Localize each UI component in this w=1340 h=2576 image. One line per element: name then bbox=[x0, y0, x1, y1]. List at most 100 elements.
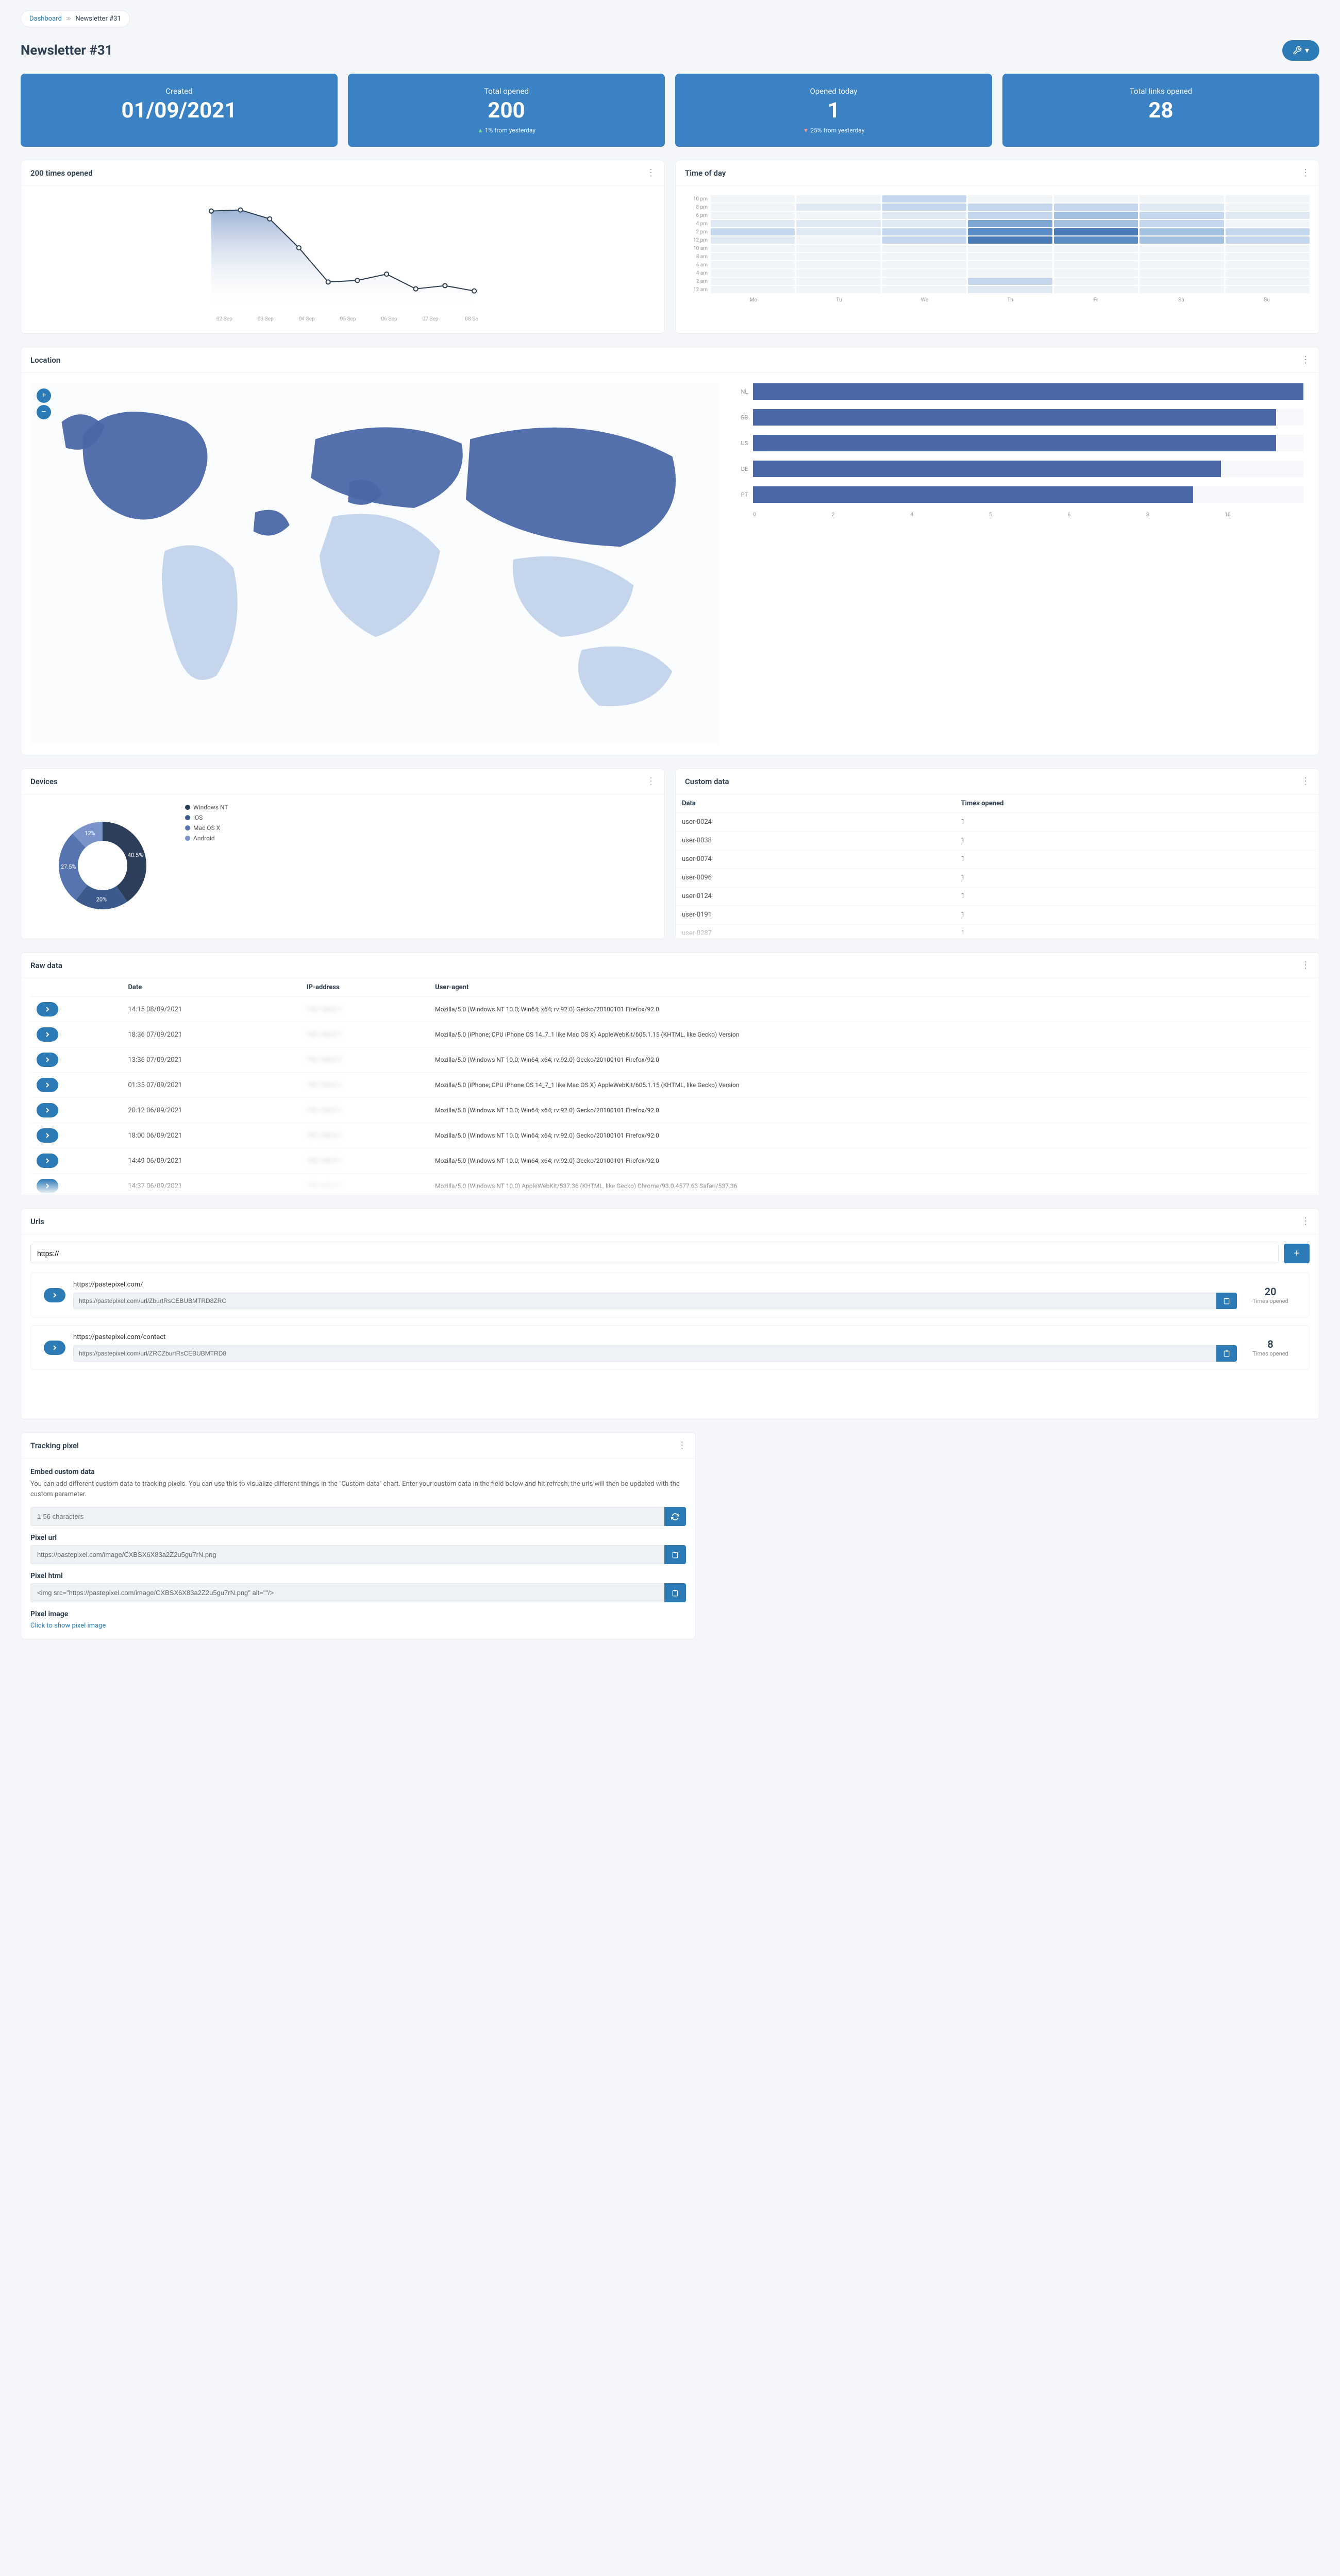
column-header: User-agent bbox=[429, 978, 1310, 997]
map-zoom-in-button[interactable]: + bbox=[37, 388, 51, 403]
heatmap-cell bbox=[1140, 195, 1224, 202]
country-code: US bbox=[735, 440, 753, 447]
heatmap-cell bbox=[1226, 245, 1310, 252]
heatmap-hour-label: 6 am bbox=[685, 262, 711, 268]
heatmap-cell bbox=[882, 278, 966, 285]
pixel-url-field[interactable] bbox=[30, 1545, 664, 1564]
svg-text:02 Sep: 02 Sep bbox=[216, 316, 232, 322]
expand-row-button[interactable] bbox=[37, 1078, 58, 1092]
heatmap-cell bbox=[968, 220, 1052, 227]
expand-row-button[interactable] bbox=[37, 1128, 58, 1143]
heatmap-cell bbox=[796, 286, 880, 293]
heatmap-hour-label: 10 pm bbox=[685, 196, 711, 202]
panel-menu-icon[interactable]: ⋮ bbox=[1301, 167, 1310, 178]
heatmap-cell bbox=[882, 245, 966, 252]
heatmap-cell bbox=[968, 195, 1052, 202]
expand-row-button[interactable] bbox=[37, 1027, 58, 1042]
copy-pixel-url-button[interactable] bbox=[664, 1545, 686, 1564]
breadcrumb-current: Newsletter #31 bbox=[75, 15, 121, 23]
heatmap-cell bbox=[711, 286, 795, 293]
expand-row-button[interactable] bbox=[37, 1154, 58, 1168]
table-row: user-01911 bbox=[676, 906, 1319, 924]
panel-menu-icon[interactable]: ⋮ bbox=[1301, 776, 1310, 787]
table-row: 14:15 08/09/2021192.168.0.1Mozilla/5.0 (… bbox=[30, 997, 1310, 1022]
heatmap-cell bbox=[882, 228, 966, 235]
axis-tick: 2 bbox=[832, 512, 911, 518]
stat-card: Opened today125% from yesterday bbox=[675, 74, 992, 147]
heatmap-cell bbox=[1226, 278, 1310, 285]
stat-value: 1 bbox=[685, 100, 982, 122]
table-row: user-00741 bbox=[676, 850, 1319, 869]
panel-menu-icon[interactable]: ⋮ bbox=[677, 1440, 686, 1451]
copy-pixel-html-button[interactable] bbox=[664, 1583, 686, 1602]
heatmap-cell bbox=[1054, 253, 1138, 260]
heatmap-cell bbox=[1140, 236, 1224, 244]
copy-url-button[interactable] bbox=[1216, 1345, 1237, 1362]
tracked-url-field[interactable] bbox=[73, 1345, 1216, 1362]
expand-row-button[interactable] bbox=[37, 1053, 58, 1067]
heatmap-cell bbox=[796, 278, 880, 285]
country-bar-row: US bbox=[735, 435, 1303, 451]
custom-data-title: Custom data bbox=[685, 777, 729, 786]
world-map[interactable]: + − bbox=[31, 383, 719, 744]
country-code: NL bbox=[735, 388, 753, 395]
heatmap-cell bbox=[1140, 212, 1224, 219]
heatmap-cell bbox=[796, 245, 880, 252]
heatmap-cell bbox=[968, 228, 1052, 235]
url-item: https://pastepixel.com/contact 8Times op… bbox=[30, 1325, 1310, 1370]
heatmap-hour-label: 10 am bbox=[685, 246, 711, 251]
show-pixel-link[interactable]: Click to show pixel image bbox=[30, 1622, 106, 1630]
panel-menu-icon[interactable]: ⋮ bbox=[1301, 960, 1310, 971]
legend-item: Mac OS X bbox=[185, 824, 228, 832]
custom-data-input[interactable] bbox=[30, 1507, 664, 1526]
stat-card: Total links opened28 bbox=[1002, 74, 1319, 147]
custom-data-table: DataTimes openeduser-00241user-00381user… bbox=[676, 794, 1319, 939]
heatmap-cell bbox=[1140, 245, 1224, 252]
embed-text: You can add different custom data to tra… bbox=[30, 1479, 686, 1499]
expand-url-button[interactable] bbox=[44, 1341, 65, 1355]
panel-menu-icon[interactable]: ⋮ bbox=[1301, 354, 1310, 365]
raw-data-panel: Raw data ⋮ DateIP-addressUser-agent14:15… bbox=[21, 952, 1319, 1195]
add-url-button[interactable]: + bbox=[1284, 1244, 1310, 1263]
heatmap-cell bbox=[1054, 228, 1138, 235]
stat-label: Total opened bbox=[358, 87, 655, 96]
heatmap-cell bbox=[882, 212, 966, 219]
legend-item: Windows NT bbox=[185, 804, 228, 811]
expand-url-button[interactable] bbox=[44, 1288, 65, 1302]
svg-text:05 Sep: 05 Sep bbox=[340, 316, 356, 322]
panel-menu-icon[interactable]: ⋮ bbox=[646, 776, 655, 787]
heatmap-cell bbox=[1226, 195, 1310, 202]
heatmap-cell bbox=[882, 269, 966, 277]
url-open-label: Times opened bbox=[1245, 1298, 1296, 1304]
heatmap-hour-label: 6 pm bbox=[685, 213, 711, 218]
table-row: 01:35 07/09/2021192.168.0.1Mozilla/5.0 (… bbox=[30, 1073, 1310, 1098]
heatmap-cell bbox=[1054, 204, 1138, 211]
svg-text:06 Sep: 06 Sep bbox=[381, 316, 397, 322]
country-bar-row: GB bbox=[735, 409, 1303, 426]
expand-row-button[interactable] bbox=[37, 1103, 58, 1117]
copy-url-button[interactable] bbox=[1216, 1293, 1237, 1309]
stats-row: Created01/09/2021Total opened2001% from … bbox=[21, 74, 1319, 147]
legend-item: Android bbox=[185, 835, 228, 842]
heatmap-cell bbox=[711, 212, 795, 219]
ip-blurred: 192.168.0.1 bbox=[307, 1107, 342, 1114]
panel-menu-icon[interactable]: ⋮ bbox=[646, 167, 655, 178]
stat-label: Total links opened bbox=[1013, 87, 1309, 96]
heatmap-cell bbox=[968, 245, 1052, 252]
map-zoom-out-button[interactable]: − bbox=[37, 405, 51, 419]
actions-button[interactable]: ▾ bbox=[1282, 40, 1319, 61]
heatmap-cell bbox=[1054, 245, 1138, 252]
url-open-count: 20 bbox=[1245, 1285, 1296, 1298]
heatmap-cell bbox=[882, 204, 966, 211]
panel-menu-icon[interactable]: ⋮ bbox=[1301, 1216, 1310, 1227]
stat-label: Created bbox=[31, 87, 327, 96]
breadcrumb-dashboard-link[interactable]: Dashboard bbox=[29, 15, 62, 23]
url-open-label: Times opened bbox=[1245, 1350, 1296, 1357]
url-input[interactable] bbox=[30, 1244, 1279, 1263]
url-open-count: 8 bbox=[1245, 1338, 1296, 1350]
expand-row-button[interactable] bbox=[37, 1002, 58, 1016]
pixel-html-field[interactable] bbox=[30, 1583, 664, 1602]
tracked-url-field[interactable] bbox=[73, 1293, 1216, 1309]
column-header: IP-address bbox=[300, 978, 429, 997]
refresh-button[interactable] bbox=[664, 1507, 686, 1526]
